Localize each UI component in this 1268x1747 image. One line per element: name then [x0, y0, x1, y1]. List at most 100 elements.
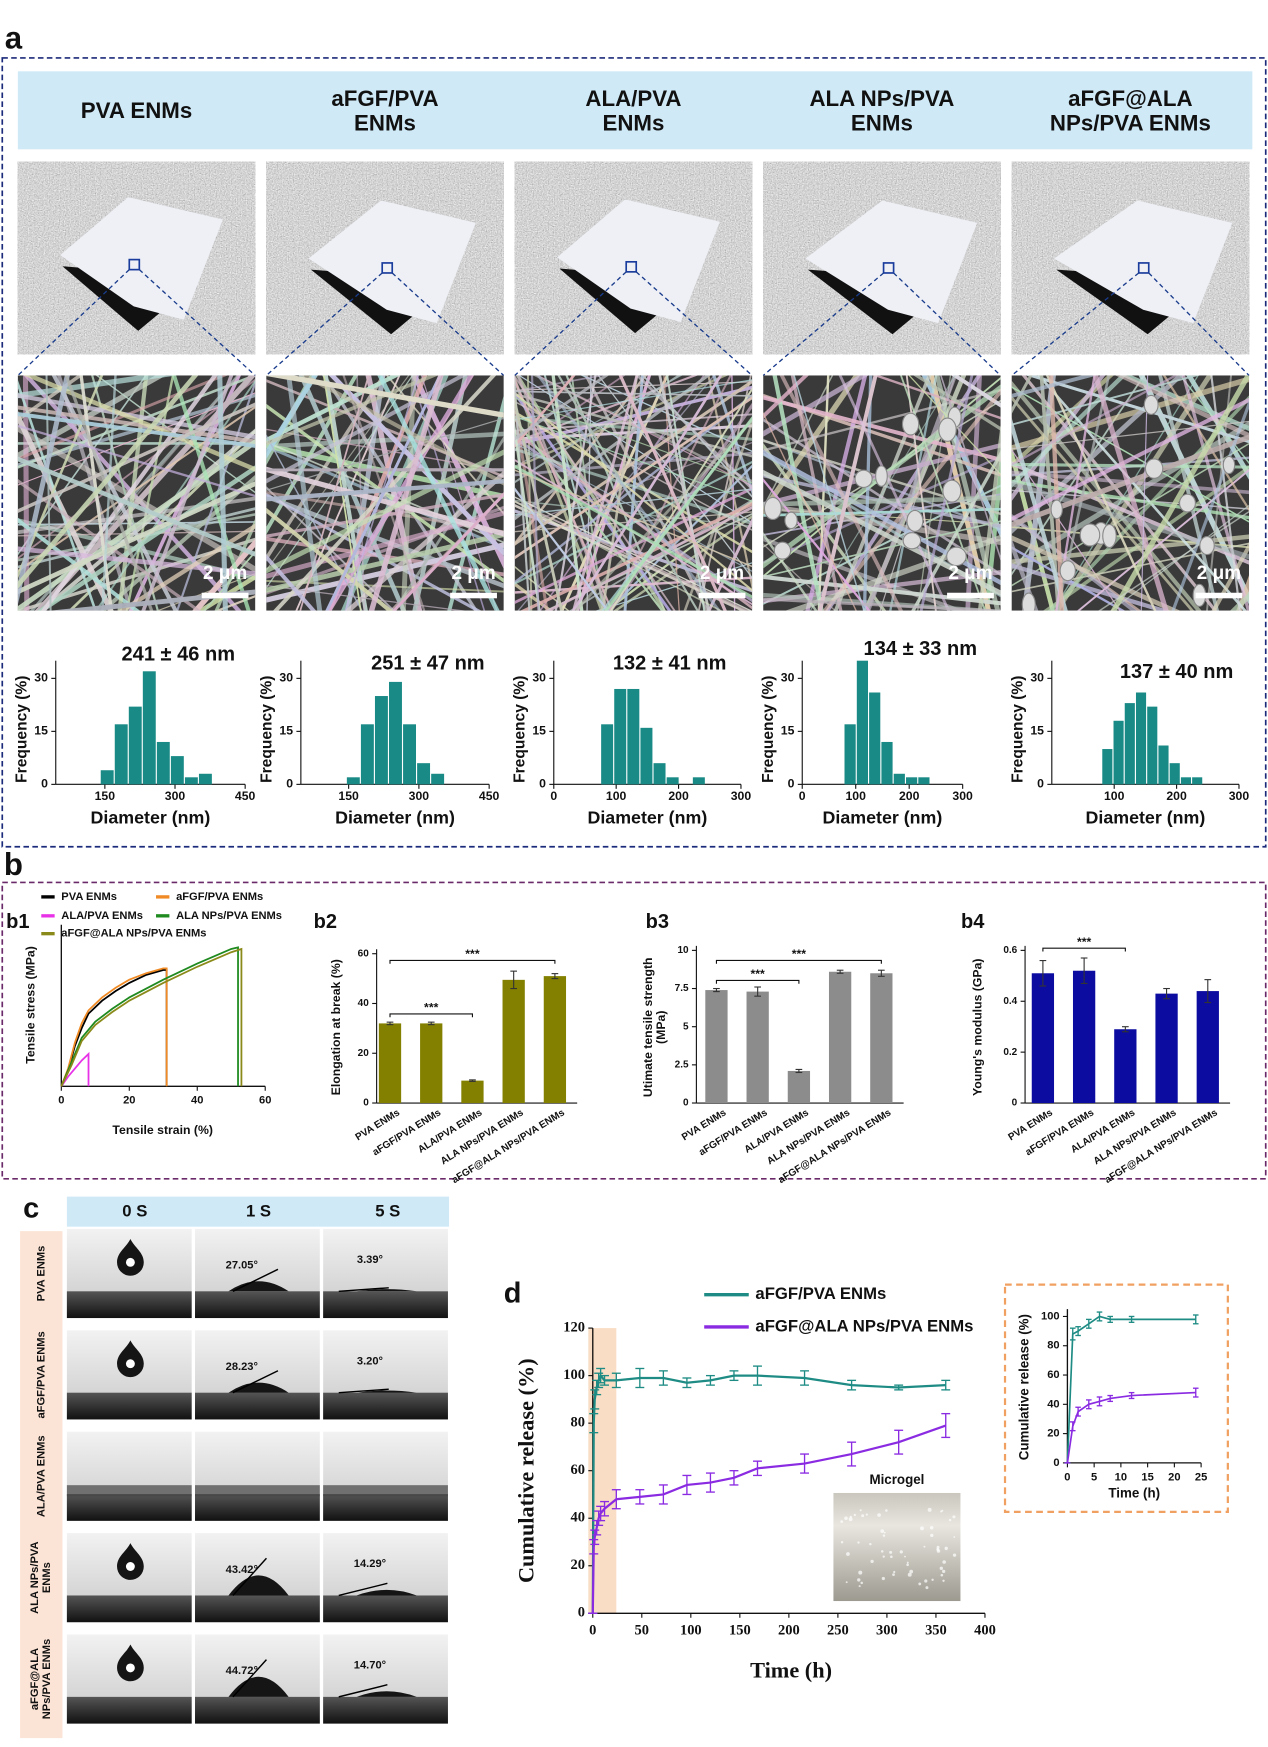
- sample-header: aFGF/PVA ENMs: [331, 86, 439, 136]
- inset-border: [1003, 1283, 1229, 1514]
- zoom-line: [514, 271, 627, 376]
- scale-bar: [450, 592, 497, 599]
- chart-title: 132 ± 41 nm: [613, 652, 727, 674]
- sem-fibers: [266, 375, 504, 611]
- sem-fiber: [763, 438, 1001, 531]
- zoom-line: [391, 272, 505, 376]
- sem-fiber: [328, 375, 504, 556]
- sem-fiber: [1011, 456, 1250, 477]
- histogram-bar: [906, 777, 918, 785]
- sem-fiber: [514, 511, 753, 533]
- error-bar: [589, 1412, 599, 1434]
- sem-fiber: [530, 375, 540, 611]
- microgel-particle: [840, 1541, 844, 1544]
- y-axis-label: Utimate tensile strength (MPa): [641, 957, 669, 1098]
- sem-fiber: [554, 375, 597, 611]
- y-axis-label: Young's modulus (GPa): [971, 958, 985, 1097]
- sem-fiber: [171, 375, 251, 611]
- droplet-cap: [228, 1575, 289, 1596]
- sem-fiber: [1011, 462, 1250, 469]
- angle-label: 27.05°: [226, 1260, 258, 1272]
- sem-fiber: [1110, 504, 1250, 611]
- microgel-particle: [892, 1573, 895, 1576]
- series-line: [1066, 1391, 1196, 1464]
- angle-label: 3.20°: [357, 1355, 383, 1367]
- sem-fiber: [1053, 375, 1213, 611]
- sem-fiber: [865, 375, 958, 611]
- microgel-particle: [940, 1573, 944, 1577]
- sem-fiber: [518, 375, 753, 524]
- angle-line: [338, 1684, 388, 1698]
- x-tick-label: 10: [1115, 1471, 1127, 1483]
- microgel-particle: [880, 1529, 885, 1533]
- y-tick-label: 0: [41, 777, 48, 791]
- legend-label: aFGF@ALA NPs/PVA ENMs: [61, 928, 206, 940]
- bar: [420, 1023, 443, 1104]
- x-tick-label: 300: [409, 789, 430, 803]
- histogram-bar: [653, 763, 666, 785]
- sem-fiber: [934, 375, 1001, 611]
- error-bar: [713, 987, 720, 993]
- error-bar: [894, 1429, 904, 1455]
- sem-fiber: [266, 417, 504, 491]
- sem-fiber: [573, 418, 753, 611]
- x-tick-label: 450: [235, 789, 256, 803]
- bar: [461, 1080, 484, 1104]
- sem-fiber: [266, 431, 504, 449]
- sem-fiber: [580, 375, 753, 453]
- microgel-particle: [899, 1550, 903, 1554]
- error-bar: [589, 1538, 599, 1555]
- sem-fiber: [1043, 465, 1250, 611]
- error-bar: [551, 973, 559, 980]
- bar: [1114, 1029, 1137, 1104]
- sem-fiber: [266, 375, 467, 484]
- sem-bead: [875, 465, 888, 487]
- microgel-particle: [889, 1550, 893, 1554]
- x-tick-label: 25: [1195, 1471, 1207, 1483]
- microgel-particle: [890, 1555, 893, 1559]
- microgel-particle: [858, 1585, 861, 1588]
- sem-bead: [1050, 499, 1063, 520]
- microgel-particle: [846, 1552, 850, 1556]
- significance-label: ***: [424, 1001, 439, 1015]
- sem-fiber: [889, 375, 938, 611]
- microgel-particle: [877, 1513, 881, 1517]
- sem-fiber: [17, 402, 256, 513]
- sem-fiber: [514, 565, 570, 611]
- sem-bead: [938, 417, 957, 442]
- error-bar: [1122, 1026, 1129, 1033]
- error-bar: [469, 1079, 476, 1082]
- microgel-particle: [918, 1582, 922, 1586]
- x-tick-label: aFGF/PVA ENMs: [1024, 1107, 1097, 1158]
- error-bar: [1075, 1326, 1081, 1337]
- sem-fiber: [17, 478, 202, 611]
- sem-fiber: [763, 520, 1001, 578]
- sem-fiber: [536, 375, 753, 487]
- microgel-particle: [881, 1576, 885, 1581]
- sem-fiber: [1011, 375, 1127, 488]
- sem-fiber: [342, 375, 426, 611]
- x-tick-label: 300: [731, 789, 752, 803]
- sem-fiber: [940, 375, 1001, 561]
- error-bar: [753, 1460, 762, 1477]
- sample-header: ALA NPs/PVA ENMs: [809, 86, 955, 136]
- sem-fiber: [192, 538, 256, 611]
- error-bar: [1069, 1327, 1076, 1341]
- x-tick-label: 150: [729, 1622, 751, 1638]
- sem-fiber: [266, 466, 504, 537]
- sem-fiber: [763, 597, 1001, 611]
- sem-fiber: [17, 546, 256, 576]
- x-axis-label: Diameter (nm): [335, 808, 455, 828]
- sem-fiber: [1022, 375, 1056, 611]
- y-tick-label: 40: [1047, 1398, 1059, 1410]
- sem-fiber: [1011, 470, 1250, 495]
- droplet-cap: [228, 1281, 289, 1292]
- sem-fiber: [129, 375, 241, 611]
- droplet: [117, 1543, 144, 1580]
- error-bar: [682, 1474, 692, 1496]
- x-tick-label: 60: [259, 1095, 271, 1107]
- sem-fiber: [17, 438, 256, 611]
- x-tick-label: 450: [479, 789, 500, 803]
- sem-fiber: [763, 574, 1001, 606]
- y-tick-label: 0.4: [1003, 996, 1017, 1007]
